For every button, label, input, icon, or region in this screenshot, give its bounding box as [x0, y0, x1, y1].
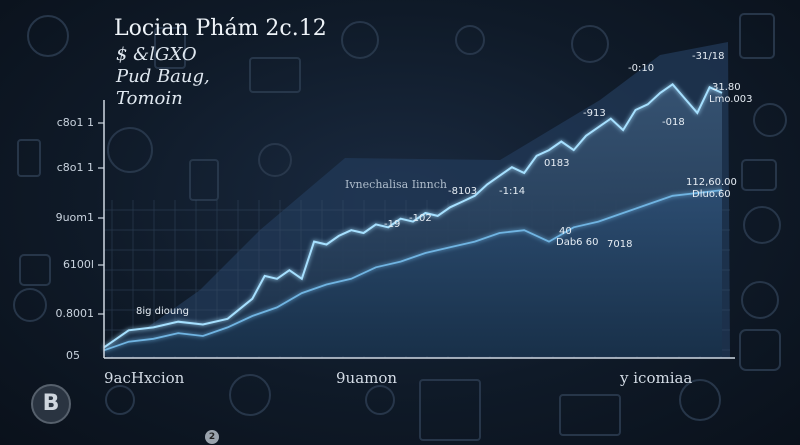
data-label: -102 — [409, 213, 432, 224]
y-tick-label: 9uom1 — [55, 211, 94, 224]
data-label: 112,60.00 — [686, 177, 737, 188]
data-label: -31/18 — [692, 51, 725, 62]
bitcoin-coin-icon — [341, 21, 379, 59]
document-icon — [154, 27, 186, 69]
phone-icon — [189, 159, 219, 201]
data-label: 7018 — [607, 239, 633, 250]
x-tick-label: 9uamon — [336, 369, 398, 387]
cloud-icon — [743, 206, 781, 244]
data-label: -8103 — [448, 186, 478, 197]
data-label: Dab6 60 — [556, 237, 599, 248]
data-label: -19 — [384, 219, 401, 230]
data-label: -018 — [662, 117, 685, 128]
clock-icon — [13, 288, 47, 322]
bank-icon — [19, 254, 51, 286]
data-label: 8ig dioung — [136, 306, 189, 317]
lock-icon — [753, 103, 787, 137]
chart-annotation: Ivnechalisa Iinnch — [345, 178, 447, 191]
data-label: 0183 — [544, 158, 570, 169]
data-label: 31.80 — [712, 82, 741, 93]
buildings-icon — [419, 379, 481, 441]
series-line-glow — [103, 82, 723, 349]
monitor-icon — [741, 159, 777, 191]
target-icon — [258, 143, 292, 177]
y-axis-ticks — [98, 122, 104, 315]
data-label: Dluo.60 — [692, 189, 731, 200]
wallet-icon — [739, 13, 775, 59]
coin-icon — [107, 127, 153, 173]
series-line-mid — [103, 189, 723, 352]
star-icon — [105, 385, 135, 415]
bitcoin-emblem-icon — [229, 374, 271, 416]
data-label: Lmo.003 — [709, 94, 753, 105]
data-label: 40 — [559, 226, 572, 237]
chart-board-icon — [249, 57, 301, 93]
calculator-icon — [739, 329, 781, 371]
graduation-cap-icon — [27, 15, 69, 57]
small-coin-icon: 2 — [205, 430, 219, 444]
y-tick-label: 0.8001 — [55, 307, 95, 320]
bottle-icon — [17, 139, 41, 177]
x-tick-label: y icomiaa — [620, 369, 693, 387]
y-tick-label: c8o1 1 — [56, 161, 94, 174]
face-icon — [365, 385, 395, 415]
bitcoin-logo-icon: B — [31, 384, 71, 424]
chart-subtitle-line-3: Tomoin — [116, 88, 183, 109]
chart-subtitle-line-2: Pud Baug, — [116, 66, 210, 87]
globe-icon — [455, 25, 485, 55]
y-tick-label: c8o1 1 — [56, 116, 94, 129]
chart-subtitle-line-1: $ &lGXO — [116, 44, 197, 65]
y-tick-label: 05 — [66, 349, 80, 362]
data-label: -913 — [583, 108, 606, 119]
y-tick-label: 6100l — [62, 258, 94, 271]
bar-chart-icon — [559, 394, 621, 436]
safe-icon — [679, 379, 721, 421]
gear-icon — [571, 25, 609, 63]
x-tick-label: 9acHxcion — [104, 369, 185, 387]
data-label: -0:10 — [628, 63, 655, 74]
pie-icon — [741, 281, 779, 319]
data-label: -1:14 — [499, 186, 526, 197]
chart-title: Locian Phám 2c.12 — [114, 16, 327, 41]
